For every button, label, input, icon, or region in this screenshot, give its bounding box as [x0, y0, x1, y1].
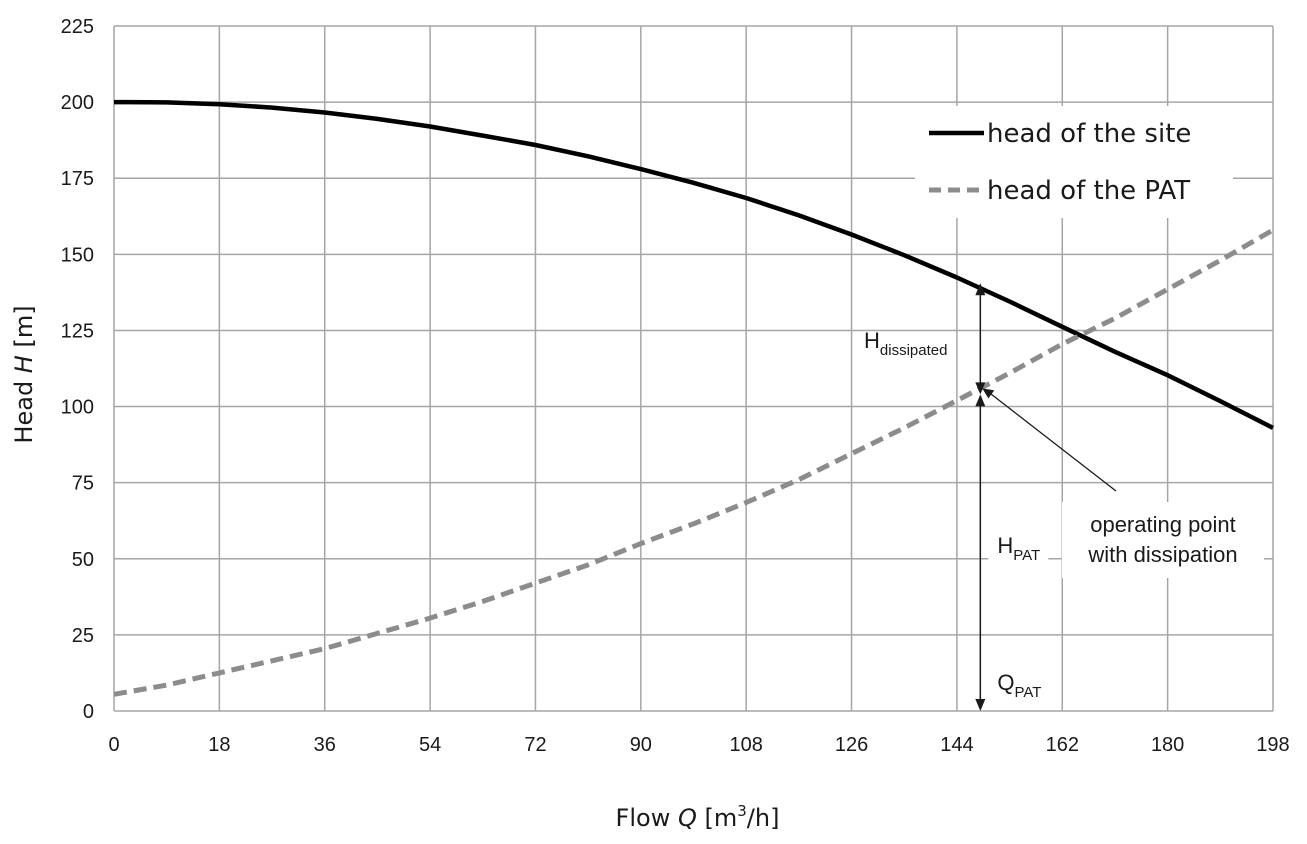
series-line-pat-head [113, 227, 1275, 697]
x-tick-label: 90 [630, 734, 652, 756]
y-tick-labels: 0 25 50 75 100 125 150 175 200 225 [61, 16, 94, 723]
x-tick-labels: 0 18 36 54 72 90 108 126 144 162 180 198 [108, 734, 1289, 756]
arrowhead-icon [975, 699, 986, 711]
y-tick-label: 125 [61, 320, 94, 342]
y-tick-label: 225 [61, 16, 94, 38]
x-tick-label: 108 [729, 734, 762, 756]
y-axis-title: Head H [m] [10, 305, 38, 443]
legend-label: head of the PAT [987, 176, 1190, 206]
series-line-site-head [113, 99, 1275, 430]
y-tick-label: 100 [61, 397, 94, 419]
q-pat-label: QPAT [997, 670, 1041, 701]
y-tick-label: 150 [61, 244, 94, 266]
arrowhead-icon [975, 283, 986, 296]
h-pat-label-background [988, 520, 1049, 572]
x-tick-label: 36 [314, 734, 336, 756]
x-tick-label: 162 [1046, 734, 1079, 756]
x-tick-label: 72 [524, 734, 546, 756]
y-tick-label: 0 [83, 701, 94, 723]
operating-point-label: with dissipation [1087, 542, 1237, 567]
x-tick-label: 0 [108, 734, 119, 756]
operating-point-label: operating point [1090, 512, 1236, 537]
legend: head of the site head of the PAT [929, 119, 1191, 206]
arrowhead-icon [982, 388, 995, 399]
h-dissipated-label: Hdissipated [864, 328, 947, 359]
x-tick-label: 144 [940, 734, 973, 756]
x-tick-label: 18 [208, 734, 230, 756]
legend-label: head of the site [987, 119, 1191, 149]
x-tick-label: 126 [835, 734, 868, 756]
legend-background [915, 106, 1233, 218]
x-axis-title: Flow Q [m3/h] [616, 802, 780, 832]
h-pat-label: HPAT [997, 533, 1040, 564]
x-tick-label: 54 [419, 734, 441, 756]
y-tick-label: 25 [72, 625, 94, 647]
operating-point-leader-line [985, 389, 1117, 492]
y-tick-label: 75 [72, 473, 94, 495]
y-tick-label: 175 [61, 168, 94, 190]
operating-point-label-background [1062, 502, 1264, 578]
series-layer [113, 99, 1275, 697]
y-tick-label: 50 [72, 549, 94, 571]
annotations: Hdissipated HPAT QPAT operating point with d… [864, 283, 1238, 711]
arrowhead-icon [975, 394, 986, 407]
y-tick-label: 200 [61, 92, 94, 114]
x-tick-label: 198 [1256, 734, 1289, 756]
arrowhead-icon [975, 382, 986, 395]
x-tick-label: 180 [1151, 734, 1184, 756]
